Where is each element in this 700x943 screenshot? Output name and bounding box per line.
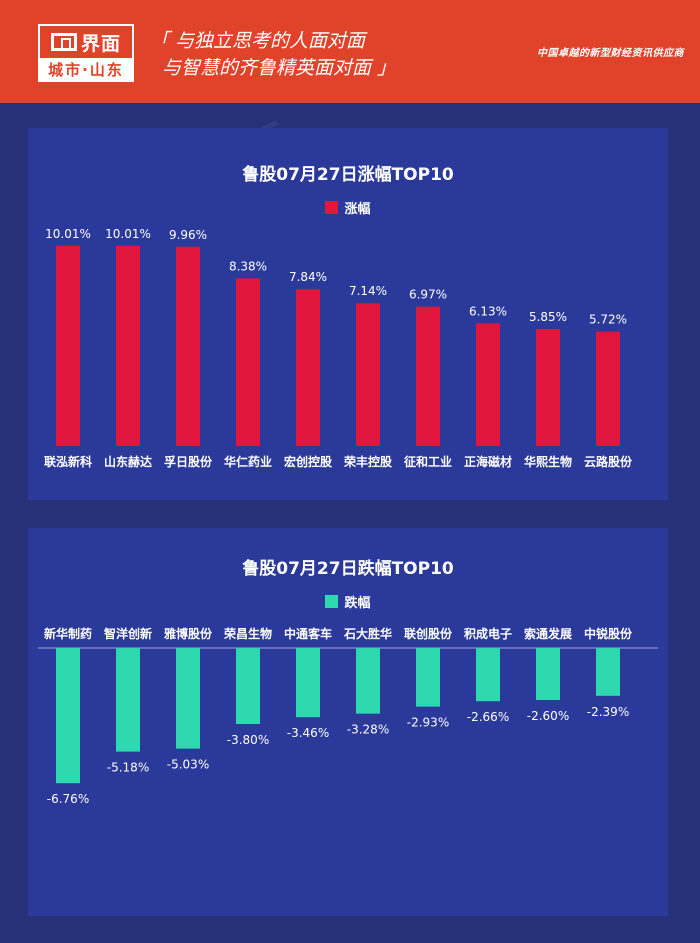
bar-loss <box>236 648 260 724</box>
bar-gain <box>116 245 140 446</box>
bar-loss <box>596 648 620 696</box>
category-label-loss: 智洋创新 <box>103 626 152 641</box>
bar-loss <box>116 648 140 752</box>
category-label-loss: 石大胜华 <box>343 626 392 641</box>
data-label-gain: 7.14% <box>349 284 387 298</box>
tagline: 中国卓越的新型财经资讯供应商 <box>537 48 684 59</box>
bar-gain <box>416 306 440 446</box>
category-label-loss: 中锐股份 <box>584 626 633 641</box>
category-label-loss: 雅博股份 <box>163 626 213 641</box>
data-label-gain: 10.01% <box>45 227 91 241</box>
bar-loss <box>416 648 440 707</box>
bar-loss <box>536 648 560 700</box>
bar-gain <box>296 289 320 446</box>
bar-gain <box>56 245 80 446</box>
category-label-gain: 征和工业 <box>404 454 452 469</box>
data-label-gain: 6.97% <box>409 288 447 302</box>
category-label-loss: 积成电子 <box>464 626 512 641</box>
category-label-loss: 索通发展 <box>524 626 572 641</box>
category-label-loss: 荣昌生物 <box>223 626 272 641</box>
data-label-loss: -5.03% <box>167 758 209 772</box>
jiemian-logo[interactable]: 界面 城市·山东 <box>38 24 134 82</box>
slogan-line-2: 与智慧的齐鲁精英面对面 」 <box>162 57 397 79</box>
category-label-loss: 联创股份 <box>404 626 453 641</box>
legend-swatch-teal <box>325 595 339 608</box>
jiemian-logo-icon <box>50 33 77 51</box>
data-label-gain: 7.84% <box>289 270 327 284</box>
data-label-gain: 5.85% <box>529 310 567 324</box>
header-banner: 界面 城市·山东 「 与独立思考的人面对面 与智慧的齐鲁精英面对面 」 中国卓越… <box>0 0 700 103</box>
data-label-loss: -6.76% <box>47 792 89 806</box>
category-label-gain: 云路股份 <box>584 454 633 469</box>
bar-loss <box>56 648 80 784</box>
bar-gain <box>596 331 620 446</box>
losers-legend: 跌幅 <box>28 592 668 611</box>
gainers-legend-label: 涨幅 <box>344 202 371 217</box>
category-label-gain: 荣丰控股 <box>343 454 393 469</box>
data-label-gain: 5.72% <box>589 313 627 327</box>
data-label-loss: -2.39% <box>587 705 629 719</box>
legend-swatch-red <box>325 201 339 214</box>
bar-gain <box>236 278 260 446</box>
data-label-gain: 6.13% <box>469 304 507 318</box>
gainers-bar-chart: 10.01% 联泓新科 10.01% 山东赫达 9.96% 孚日股份 8.38% 华仁药业 7.… <box>44 227 633 469</box>
category-label-gain: 宏创控股 <box>284 454 333 469</box>
bar-gain <box>476 323 500 446</box>
losers-title: 鲁股07月27日跌幅TOP10 <box>242 559 454 579</box>
data-label-loss: -2.66% <box>467 710 509 724</box>
bar-loss <box>356 648 380 714</box>
bar-gain <box>536 329 560 446</box>
category-label-gain: 孚日股份 <box>164 454 213 469</box>
data-label-gain: 10.01% <box>105 227 151 241</box>
bar-gain <box>176 246 200 446</box>
data-label-loss: -3.80% <box>227 733 269 747</box>
slogan-line-1: 「 与独立思考的人面对面 <box>150 30 366 52</box>
gainers-legend: 涨幅 <box>28 198 668 217</box>
category-label-loss: 新华制药 <box>44 626 92 641</box>
data-label-loss: -5.18% <box>107 761 149 775</box>
category-label-gain: 山东赫达 <box>104 454 152 469</box>
losers-panel: 鲁股07月27日跌幅TOP10 跌幅 -6.76% 新华制药 -5.18% 智洋创新 -… <box>28 528 668 916</box>
bar-loss <box>176 648 200 749</box>
category-label-loss: 中通客车 <box>284 626 332 641</box>
bar-gain <box>356 303 380 446</box>
category-label-gain: 华仁药业 <box>224 454 272 469</box>
category-label-gain: 华熙生物 <box>524 454 572 469</box>
data-label-loss: -3.28% <box>347 723 389 737</box>
bar-loss <box>296 648 320 718</box>
data-label-loss: -2.60% <box>527 709 569 723</box>
slogan: 「 与独立思考的人面对面 与智慧的齐鲁精英面对面 」 <box>150 28 396 82</box>
logo-name: 界面 <box>80 32 121 55</box>
data-label-loss: -2.93% <box>407 716 449 730</box>
losers-bar-chart: -6.76% 新华制药 -5.18% 智洋创新 -5.03% 雅博股份 -3.80% 荣昌生物… <box>38 626 658 806</box>
data-label-gain: 9.96% <box>169 228 207 242</box>
data-label-loss: -3.46% <box>287 726 329 740</box>
category-label-gain: 联泓新科 <box>44 454 92 469</box>
data-label-gain: 8.38% <box>229 259 267 273</box>
bar-loss <box>476 648 500 702</box>
gainers-title: 鲁股07月27日涨幅TOP10 <box>242 165 454 185</box>
losers-legend-label: 跌幅 <box>344 596 371 611</box>
category-label-gain: 正海磁材 <box>464 454 512 469</box>
logo-subtitle: 城市·山东 <box>40 58 132 82</box>
gainers-panel: 鲁股07月27日涨幅TOP10 涨幅 10.01% 联泓新科 10.01% 山东赫达 9… <box>28 128 668 500</box>
